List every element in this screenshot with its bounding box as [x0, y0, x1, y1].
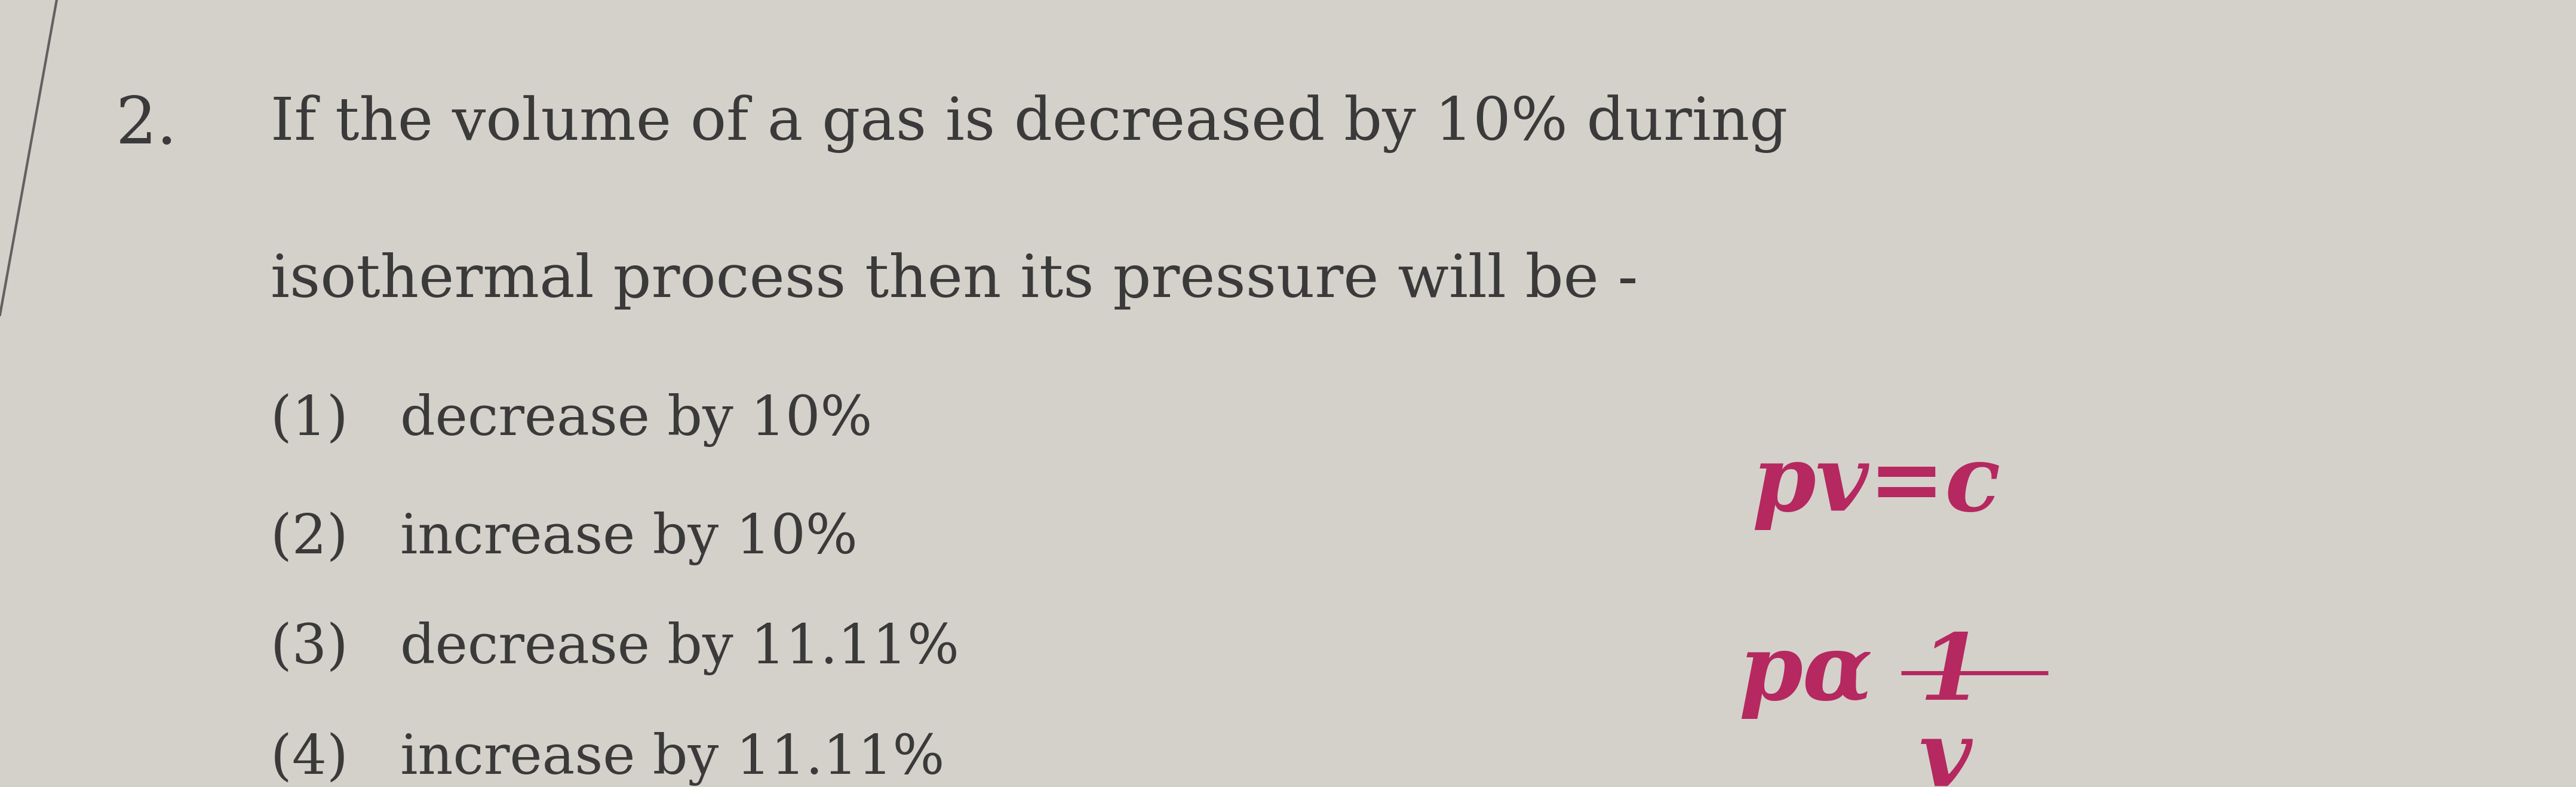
- Text: 2.: 2.: [116, 94, 178, 157]
- Text: (3)   decrease by 11.11%: (3) decrease by 11.11%: [270, 622, 958, 675]
- Text: (2)   increase by 10%: (2) increase by 10%: [270, 512, 858, 565]
- Text: 1: 1: [1919, 630, 1984, 719]
- Text: If the volume of a gas is decreased by 10% during: If the volume of a gas is decreased by 1…: [270, 94, 1788, 153]
- Text: (1)   decrease by 10%: (1) decrease by 10%: [270, 394, 873, 447]
- Text: isothermal process then its pressure will be -: isothermal process then its pressure wil…: [270, 252, 1638, 309]
- Text: pα: pα: [1739, 630, 1873, 719]
- Text: pv=c: pv=c: [1752, 441, 2002, 530]
- Text: v: v: [1919, 716, 1973, 787]
- Text: (4)   increase by 11.11%: (4) increase by 11.11%: [270, 732, 945, 785]
